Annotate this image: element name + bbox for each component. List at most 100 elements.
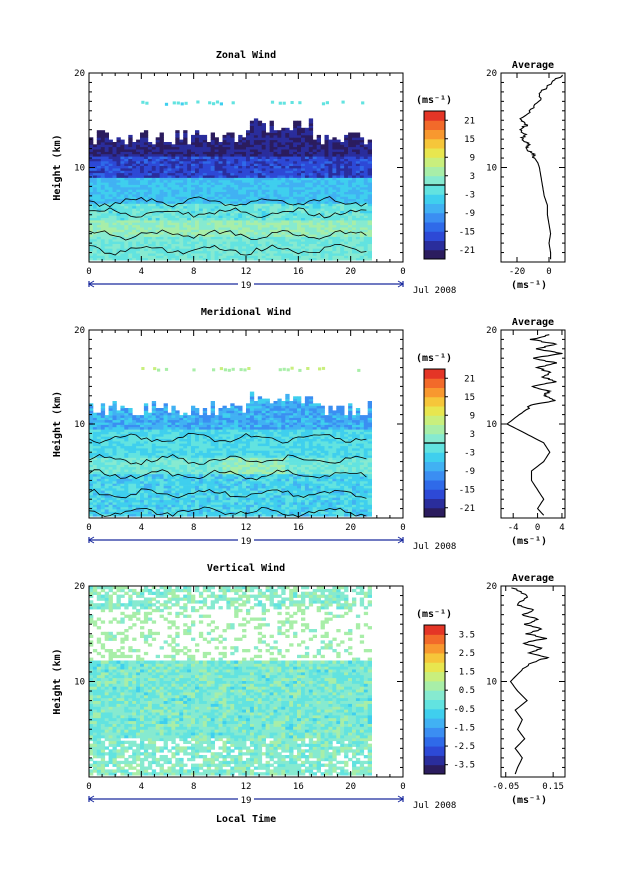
profile-x-tick-label: -0.05 (492, 782, 519, 792)
profile-frame (500, 72, 566, 263)
x-tick-label: 16 (293, 523, 304, 533)
colorbar-step (424, 378, 445, 388)
x-tick-label: 0 (86, 782, 91, 792)
month-label: Jul 2008 (413, 801, 456, 811)
colorbar-step (424, 406, 445, 416)
colorbar-step (424, 194, 445, 204)
colorbar-tick-label: 9 (470, 411, 475, 421)
colorbar-step (424, 507, 445, 518)
profile-y-tick-label: 10 (486, 420, 497, 430)
profile-line (509, 587, 550, 775)
panel-meridional: 0 4 8 12 16 20 0 10 20 Meridional Wind Height (km)… (51, 306, 566, 552)
x-tick-label: 0 (400, 267, 405, 277)
colorbar-step (424, 222, 445, 232)
profile-y-tick-label: 20 (486, 326, 497, 336)
colorbar-step (424, 166, 445, 177)
panel-vertical: 0 4 8 12 16 20 0 10 20 Vertical Wind Height (km) 19… (51, 562, 566, 825)
profile-title: Average (512, 573, 554, 584)
colorbar-step (424, 489, 445, 499)
colorbar-tick-label: 3 (470, 430, 475, 440)
colorbar-unit: (ms⁻¹) (416, 95, 452, 106)
colorbar-step (424, 625, 445, 635)
date-label-bg (238, 535, 254, 545)
date-label-bg (238, 279, 254, 289)
colorbar-step (424, 424, 445, 435)
x-tick-label: 8 (191, 267, 196, 277)
colorbar-step (424, 433, 445, 444)
colorbar-step (424, 671, 445, 682)
y-tick-label: 20 (74, 582, 85, 592)
y-axis-label: Height (km) (51, 648, 63, 714)
colorbar: (ms⁻¹) 21 15 9 3 -3 -9 -15 -21 (416, 95, 475, 260)
colorbar-tick-label: -3 (464, 190, 475, 200)
x-tick-label: 0 (86, 523, 91, 533)
y-axis-label: Height (km) (51, 134, 63, 200)
x-tick-label: 16 (293, 782, 304, 792)
x-axis-label: Local Time (216, 813, 276, 825)
colorbar-step (424, 643, 445, 654)
colorbar-step (424, 185, 445, 195)
colorbar-step (424, 415, 445, 425)
profile-x-label: (ms⁻¹) (511, 280, 547, 291)
x-tick-label: 8 (191, 523, 196, 533)
date-arrow-right (397, 795, 404, 803)
zero-contour (88, 243, 367, 256)
zero-contour (88, 432, 367, 444)
colorbar-step (424, 148, 445, 158)
average-profile: 20 10 -20 0 Average (ms⁻¹) (486, 60, 566, 291)
profile-x-label: (ms⁻¹) (511, 795, 547, 806)
colorbar-step (424, 249, 445, 260)
colorbar-step (424, 470, 445, 481)
profile-x-tick-label: 0.15 (542, 782, 564, 792)
colorbar-step (424, 736, 445, 747)
colorbar-tick-label: -3 (464, 448, 475, 458)
colorbar-step (424, 443, 445, 453)
date-label: 19 (241, 537, 252, 547)
date-arrow-right (397, 280, 404, 288)
colorbar-step (424, 652, 445, 663)
colorbar: (ms⁻¹) 21 15 9 3 -3 -9 -15 -21 (416, 353, 475, 518)
y-tick-label: 20 (74, 69, 85, 79)
profile-y-tick-label: 10 (486, 678, 497, 688)
colorbar-frame (423, 624, 446, 775)
colorbar-step (424, 699, 445, 710)
zero-contour (88, 469, 367, 481)
colorbar-tick-label: -2.5 (453, 742, 475, 752)
panel-zonal: 0 4 8 12 16 20 0 10 20 Zonal Wind Height (km) 19 Jul… (51, 49, 566, 296)
panel-title: Meridional Wind (201, 306, 291, 318)
x-tick-label: 0 (400, 782, 405, 792)
colorbar-step (424, 120, 445, 130)
y-tick-label: 20 (74, 326, 85, 336)
date-arrow-left (88, 280, 95, 288)
colorbar-tick-label: 1.5 (459, 668, 475, 678)
colorbar-tick-label: -0.5 (453, 705, 475, 715)
profile-y-tick-label: 20 (486, 69, 497, 79)
profile-line (518, 74, 563, 260)
colorbar-tick-label: -15 (459, 485, 475, 495)
date-label-bg (238, 794, 254, 804)
panel-title: Vertical Wind (207, 562, 285, 574)
profile-title: Average (512, 60, 554, 71)
colorbar-tick-label: -21 (459, 504, 475, 514)
colorbar-tick-label: 2.5 (459, 649, 475, 659)
profile-title: Average (512, 317, 554, 328)
colorbar-step (424, 680, 445, 691)
colorbar-step (424, 634, 445, 645)
colorbar-step (424, 452, 445, 462)
colorbar-step (424, 764, 445, 775)
colorbar-step (424, 175, 445, 186)
colorbar-tick-label: 21 (464, 116, 475, 126)
colorbar-tick-label: -15 (459, 227, 475, 237)
colorbar-step (424, 708, 445, 719)
x-tick-label: 20 (345, 523, 356, 533)
colorbar-tick-label: 3 (470, 172, 475, 182)
colorbar-step (424, 755, 445, 766)
profile-x-tick-label: -20 (509, 267, 525, 277)
y-tick-label: 10 (74, 164, 85, 174)
x-tick-label: 16 (293, 267, 304, 277)
month-label: Jul 2008 (413, 286, 456, 296)
x-tick-label: 12 (241, 782, 252, 792)
zero-contour (88, 207, 367, 219)
colorbar-tick-label: 0.5 (459, 686, 475, 696)
zero-contour (88, 488, 367, 499)
